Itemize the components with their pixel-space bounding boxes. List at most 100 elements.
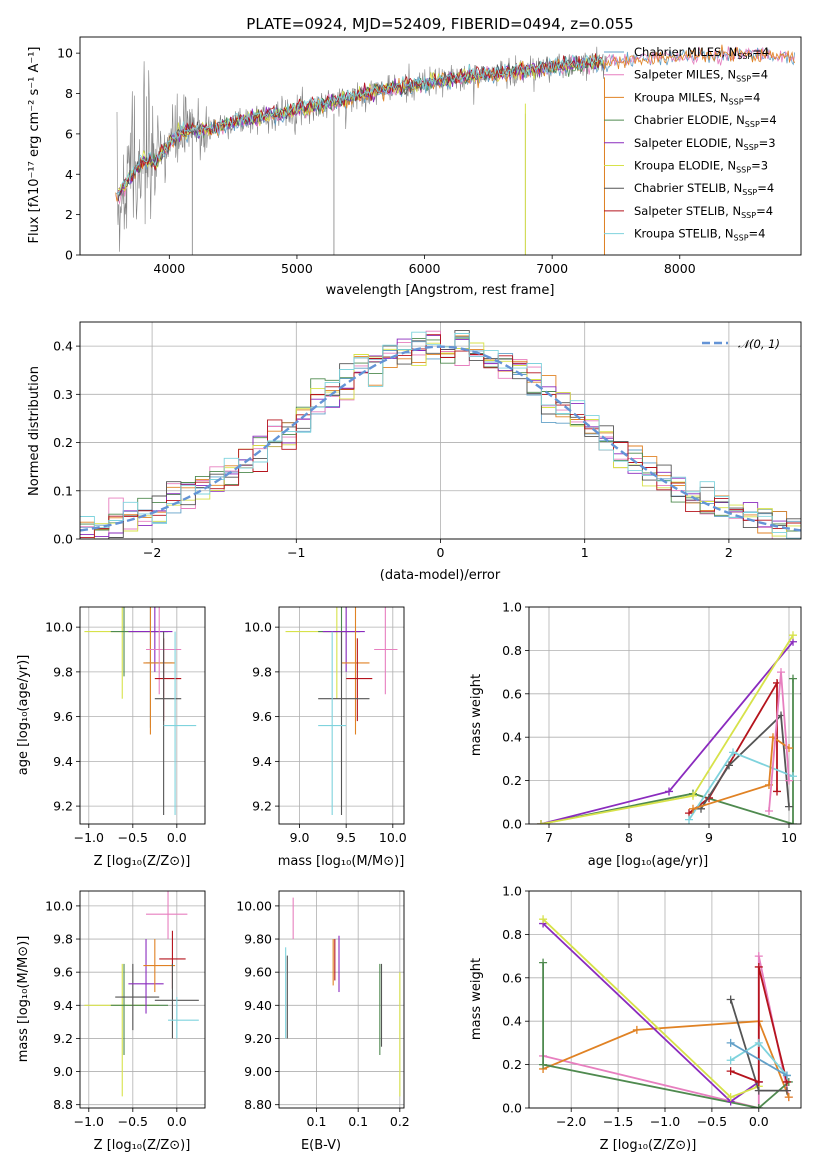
x-tick-label: −1.0: [650, 1114, 680, 1129]
x-tick-label: 9.0: [290, 830, 310, 845]
y-tick-label: 0.2: [502, 773, 522, 788]
y-tick-label: 9.80: [244, 932, 272, 947]
mass-vs-Z-xlabel: Z [log₁₀(Z/Z⊙)]: [94, 1138, 191, 1153]
x-tick-label: −2.0: [556, 1114, 586, 1129]
x-tick-label: −0.5: [118, 830, 148, 845]
legend-subscript: SSP: [736, 75, 751, 84]
x-tick-label: 0.0: [167, 830, 187, 845]
axes-frame: [528, 890, 802, 1109]
x-tick-label: 10: [781, 830, 797, 845]
legend-label: Kroupa MILES, NSSP=4: [634, 90, 760, 106]
y-tick-label: 0.6: [502, 970, 522, 985]
y-tick-label: 9.2: [53, 799, 73, 814]
mass-vs-Z-ylabel: mass [log₁₀(M/M⊙)]: [16, 936, 31, 1063]
spectrum-ylabel: Flux [fλ10⁻¹⁷ erg cm⁻² s⁻¹ A⁻¹]: [27, 47, 42, 244]
x-tick-label: 2: [725, 545, 733, 560]
plot-area: [285, 607, 398, 816]
plot-area: [84, 891, 199, 1097]
legend-subscript: SSP: [745, 120, 760, 129]
y-tick-label: 0.3: [53, 387, 73, 402]
mass-weight-marker: [754, 962, 763, 971]
legend-label: Chabrier MILES, NSSP=4: [634, 45, 769, 61]
x-tick-label: 4000: [153, 261, 185, 276]
y-tick-label: 9.00: [244, 1064, 272, 1079]
x-tick-label: 9: [705, 830, 713, 845]
x-tick-label: 5000: [281, 261, 313, 276]
age-vs-mass-panel: mass [log₁₀(M/M⊙)] 9.0 9.5 10.0 9.2 9.4 9.6 9.…: [244, 606, 407, 869]
weight-vs-Z-panel: Z [log₁₀(Z/Z⊙)] mass weight −2.0 −1.5 −1.0…: [469, 884, 802, 1153]
mass-weight-line: [540, 678, 794, 824]
mass-weight-marker: [665, 787, 673, 796]
mass-weight-marker: [632, 1025, 641, 1034]
mass-weight-marker: [689, 791, 697, 800]
axes-frame: [79, 36, 802, 256]
x-tick-label: −1: [287, 545, 305, 560]
axes-frame: [79, 606, 206, 825]
mass-weight-marker: [777, 668, 785, 677]
mass-weight-marker: [765, 806, 773, 815]
y-tick-label: 6: [65, 126, 73, 141]
mass-weight-marker: [537, 820, 545, 824]
legend-label: Kroupa STELIB, NSSP=4: [634, 227, 765, 243]
axes-frame: [79, 321, 802, 540]
mass-weight-marker: [785, 802, 793, 811]
mass-weight-marker: [685, 815, 693, 824]
weight-vs-age-xlabel: age [log₁₀(age/yr)]: [588, 854, 709, 869]
weight-vs-age-ylabel: mass weight: [469, 674, 484, 756]
legend-value: =4: [756, 204, 773, 218]
legend-value: =3: [759, 136, 776, 150]
mass-weight-line: [540, 634, 794, 824]
y-tick-label: 0.4: [502, 730, 522, 745]
mass-vs-Z-panel: Z [log₁₀(Z/Z⊙)] mass [log₁₀(M/M⊙)] −1.0−…: [16, 890, 206, 1153]
x-tick-label: 0.0: [749, 1114, 769, 1129]
mass-weight-line: [730, 1042, 788, 1077]
spectrum-title: PLATE=0924, MJD=52409, FIBERID=0494, z=0…: [246, 15, 633, 33]
legend-subscript: SSP: [741, 211, 756, 220]
mass-weight-line: [700, 713, 790, 810]
mass-weight-line: [542, 962, 790, 1108]
legend-subscript: SSP: [736, 166, 751, 175]
y-tick-label: 9.8: [252, 664, 272, 679]
y-tick-label: 9.4: [252, 754, 272, 769]
y-tick-label: 0.2: [53, 435, 73, 450]
x-tick-label: −0.5: [118, 1114, 148, 1129]
legend-value: =3: [751, 159, 768, 173]
mass-vs-EBV-xlabel: E(B-V): [301, 1138, 341, 1153]
y-tick-label: 1.0: [502, 884, 522, 899]
x-tick-label: 1: [581, 545, 589, 560]
axes-frame: [79, 890, 206, 1109]
mass-weight-line: [688, 679, 778, 814]
legend-subscript: SSP: [744, 143, 759, 152]
y-tick-label: 0.8: [502, 927, 522, 942]
y-tick-label: 8: [65, 86, 73, 101]
legend-label: Chabrier ELODIE, NSSP=4: [634, 113, 777, 129]
weight-vs-Z-ylabel: mass weight: [469, 958, 484, 1040]
y-tick-label: 10.00: [236, 898, 272, 913]
mass-weight-marker: [539, 1060, 548, 1069]
age-vs-mass-xlabel: mass [log₁₀(M/M⊙)]: [278, 854, 405, 869]
mass-weight-marker: [726, 1093, 735, 1102]
x-tick-label: 0: [437, 545, 445, 560]
x-tick-label: −1.5: [603, 1114, 633, 1129]
legend-label: Salpeter ELODIE, NSSP=3: [634, 136, 776, 152]
mass-weight-marker: [784, 1093, 793, 1102]
x-tick-label: −0.5: [697, 1114, 727, 1129]
mass-weight-marker: [726, 1067, 735, 1076]
axes-frame: [278, 890, 405, 1109]
y-tick-label: 1.0: [502, 600, 522, 615]
mass-weight-marker: [789, 674, 797, 683]
mass-weight-marker: [539, 958, 548, 967]
mass-vs-EBV-panel: E(B-V) 0.1 0.1 0.2 8.80 9.00 9.20 9.40 9.60 9.80…: [236, 890, 410, 1153]
mass-weight-line: [542, 955, 790, 1108]
mass-weight-marker: [726, 1056, 735, 1065]
y-tick-label: 9.20: [244, 1031, 272, 1046]
y-tick-label: 9.40: [244, 998, 272, 1013]
y-tick-label: 9.8: [53, 664, 73, 679]
y-tick-label: 9.0: [53, 1064, 73, 1079]
legend-subscript: SSP: [729, 97, 744, 106]
y-tick-label: 0.0: [53, 532, 73, 547]
mass-weight-marker: [754, 1077, 763, 1086]
y-tick-label: 9.60: [244, 965, 272, 980]
legend-label: Salpeter MILES, NSSP=4: [634, 68, 768, 84]
age-vs-Z-panel: Z [log₁₀(Z/Z⊙)] age [log₁₀(age/yr)] −1.0…: [16, 606, 206, 869]
